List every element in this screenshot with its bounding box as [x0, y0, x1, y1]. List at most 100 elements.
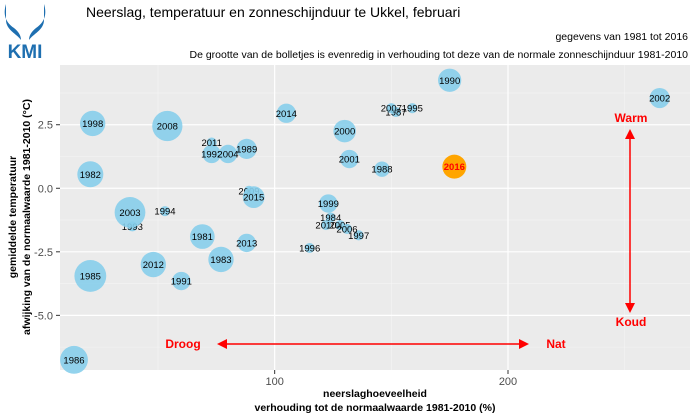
data-point-1989: 1989	[236, 138, 257, 159]
bubble-2007	[386, 103, 397, 114]
bubble-2015	[242, 186, 265, 209]
bubble-label-2012: 2012	[143, 260, 164, 271]
annotation-warm: Warm	[615, 111, 648, 125]
data-point-1994: 1994	[154, 206, 176, 218]
bubble-1989	[236, 138, 257, 159]
data-point-2010: 2010	[315, 220, 337, 232]
bubble-2012	[140, 251, 167, 278]
bubble-label-1997: 1997	[348, 231, 369, 242]
bubble-2008	[152, 110, 183, 142]
bubble-1986	[60, 345, 88, 374]
bubble-1983	[208, 246, 234, 273]
bubble-label-2006: 2006	[336, 224, 357, 235]
data-point-1982: 1982	[77, 161, 104, 188]
data-point-1996: 1996	[299, 242, 320, 255]
y-axis-title-line-2: afwijking van de normaalwaarde 1981-2010…	[21, 99, 33, 335]
data-point-2000: 2000	[333, 119, 356, 143]
data-point-1985: 1985	[74, 260, 107, 292]
bubble-label-2000: 2000	[334, 127, 355, 138]
bubble-1992	[202, 144, 221, 164]
data-point-2004: 2004	[217, 144, 239, 164]
bubble-label-1985: 1985	[80, 271, 101, 282]
data-point-2007: 2007	[381, 103, 402, 115]
bubble-1995	[407, 103, 418, 114]
bubble-label-2008: 2008	[157, 122, 178, 133]
koud-arrowhead	[625, 303, 635, 313]
bubble-2004	[218, 144, 238, 164]
kmi-logo-wave-left	[4, 4, 22, 40]
data-point-2003: 2003	[114, 197, 146, 228]
kmi-logo-wave-right	[29, 4, 46, 40]
bubble-label-1999: 1999	[318, 199, 339, 210]
x-tick-label: 200	[499, 376, 517, 388]
annotations: Warm Koud Droog Nat	[165, 111, 647, 351]
data-point-1997: 1997	[348, 230, 369, 242]
data-point-1992: 1992	[201, 144, 222, 164]
x-axis-title-line-1: neerslaghoeveelheid	[323, 388, 427, 400]
data-point-1990: 1990	[438, 68, 462, 92]
bubble-label-1996: 1996	[299, 244, 320, 255]
bubble-2001	[340, 149, 359, 169]
data-point-2002: 2002	[649, 87, 670, 109]
y-axis-title-line-1: gemiddelde temperatuur	[7, 156, 19, 279]
data-point-1991: 1991	[171, 271, 192, 291]
bubble-label-1986: 1986	[63, 355, 84, 366]
bubble-1982	[77, 161, 104, 188]
y-tick-label: -2.5	[34, 247, 53, 259]
x-ticks: 100 200	[265, 370, 517, 388]
chart-subtitle-1: gegevens van 1981 tot 2016	[555, 31, 688, 43]
x-tick-label: 100	[265, 376, 283, 388]
bubble-label-1992: 1992	[201, 149, 222, 160]
y-tick-label: -5.0	[34, 310, 53, 322]
bubble-1991	[172, 271, 191, 291]
bubble-label-1994: 1994	[154, 207, 175, 218]
bubble-1998	[79, 110, 106, 137]
bubble-label-2001: 2001	[339, 155, 360, 166]
bubble-label-2016: 2016	[444, 162, 465, 173]
bubble-label-1988: 1988	[371, 165, 392, 176]
bubble-label-2011: 2011	[201, 138, 221, 149]
data-point-1983: 1983	[208, 246, 234, 273]
bubble-2016	[442, 154, 467, 179]
bubble-1984	[325, 212, 336, 223]
bubble-1990	[438, 68, 462, 92]
bubble-label-1987: 1987	[385, 108, 406, 119]
data-point-1981: 1981	[190, 224, 215, 249]
bubble-label-1991: 1991	[171, 277, 192, 288]
bubble-label-2013: 2013	[236, 238, 257, 249]
data-point-2011: 2011	[201, 137, 222, 149]
bubble-1996	[304, 242, 315, 254]
data-point-2013: 2013	[236, 233, 257, 253]
data-points: 1981 1982 1983 1984 1985 1986 1987 1988 1989 1990…	[60, 68, 670, 374]
bubble-label-2015: 2015	[243, 193, 264, 204]
data-point-1986: 1986	[60, 345, 88, 374]
bubble-1999	[319, 194, 338, 213]
bubble-label-1984: 1984	[320, 213, 341, 224]
chart-title: Neerslag, temperatuur en zonneschijnduur…	[86, 4, 460, 20]
data-point-2015: 2015	[242, 186, 265, 209]
bubble-label-2005: 2005	[329, 221, 350, 232]
bubble-label-1995: 1995	[402, 104, 423, 115]
annotation-droog: Droog	[165, 337, 200, 351]
data-point-1984: 1984	[320, 212, 341, 224]
bubble-2011	[206, 137, 217, 148]
bubble-2002	[649, 87, 670, 109]
bubble-1994	[159, 206, 171, 217]
bubble-label-1981: 1981	[192, 232, 213, 243]
data-point-1995: 1995	[402, 103, 423, 115]
nat-arrowhead	[519, 339, 529, 349]
bubble-label-1998: 1998	[82, 119, 103, 130]
y-tick-label: 2.5	[38, 120, 53, 132]
bubble-label-2004: 2004	[217, 149, 238, 160]
bubble-2014	[276, 103, 296, 123]
bubble-label-1989: 1989	[236, 144, 257, 155]
bubble-label-1982: 1982	[80, 170, 101, 181]
bubble-1981	[190, 224, 215, 249]
data-point-2016: 2016	[442, 154, 467, 179]
data-point-1998: 1998	[79, 110, 106, 137]
bubble-label-2002: 2002	[649, 94, 670, 105]
data-point-2012: 2012	[140, 251, 167, 278]
bubble-1988	[374, 161, 390, 177]
chart-subtitle-2: De grootte van de bolletjes is evenredig…	[190, 49, 689, 61]
